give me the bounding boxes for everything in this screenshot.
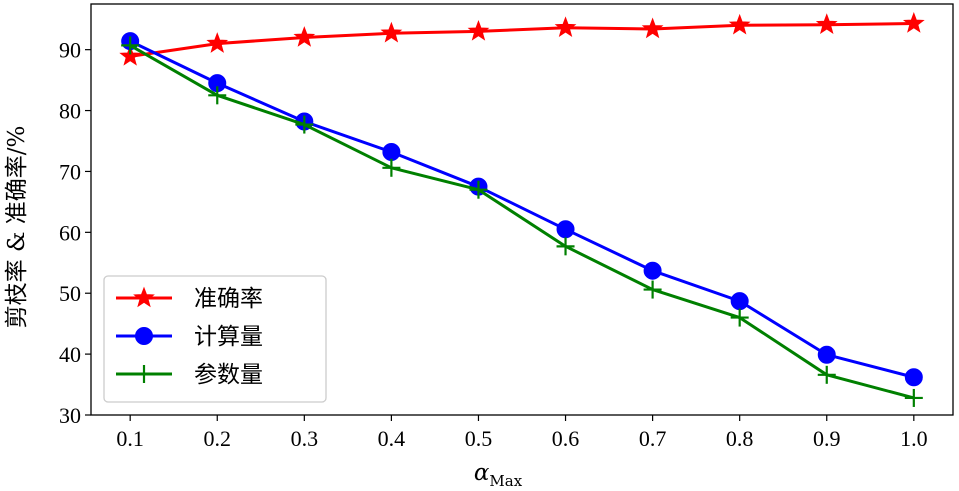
plot-frame [90, 3, 954, 416]
legend-label: 准确率 [194, 286, 263, 312]
x-axis-label: αMax [474, 460, 523, 490]
data-point [206, 32, 229, 53]
data-point [817, 365, 836, 384]
legend-item: 计算量 [116, 324, 263, 350]
series-line [129, 21, 914, 58]
data-point [382, 142, 401, 161]
x-tick-label: 0.7 [639, 426, 667, 451]
data-point [815, 13, 838, 34]
data-point [469, 180, 488, 199]
x-tick-label: 0.2 [204, 426, 232, 451]
data-point [730, 292, 749, 311]
legend-item: 准确率 [116, 286, 263, 312]
series-line [129, 39, 915, 379]
x-tick-label: 0.8 [726, 426, 754, 451]
legend-box [103, 275, 327, 403]
x-tick-label: 0.4 [378, 426, 406, 451]
data-point [730, 308, 749, 327]
x-tick-label: 0.3 [291, 426, 319, 451]
data-point [119, 44, 142, 66]
y-tick-label: 90 [59, 38, 81, 63]
data-point [467, 19, 490, 41]
y-axis: 30 40 50 60 70 80 90 [59, 38, 91, 428]
data-point [293, 26, 316, 47]
x-axis-label-symbol: α [474, 460, 490, 486]
data-point [295, 115, 314, 134]
x-tick-label: 1.0 [900, 426, 928, 451]
x-tick-label: 0.5 [465, 426, 493, 451]
data-point [556, 220, 575, 239]
y-tick-label: 50 [59, 281, 81, 306]
data-point [728, 13, 751, 35]
data-point [817, 345, 836, 364]
data-point [382, 158, 401, 177]
x-tick-label: 0.1 [116, 426, 144, 451]
y-tick-label: 80 [59, 99, 81, 124]
legend-item: 参数量 [116, 362, 263, 388]
data-point [904, 388, 923, 407]
data-point [643, 261, 662, 280]
data-point [208, 86, 227, 105]
data-point [902, 12, 925, 33]
legend-label: 计算量 [194, 324, 263, 350]
data-point [904, 368, 923, 387]
data-point [380, 21, 403, 43]
y-tick-label: 60 [59, 220, 81, 245]
legend-marker [135, 327, 153, 345]
x-axis: 0.1 0.2 0.3 0.4 0.5 0.6 0.7 0.8 0.9 1.0 [116, 415, 928, 451]
x-tick-label: 0.6 [552, 426, 580, 451]
legend-marker [133, 286, 155, 308]
y-tick-label: 40 [59, 342, 81, 367]
legend-marker [135, 365, 153, 383]
data-point [121, 36, 140, 55]
data-point [554, 16, 577, 37]
x-axis-label-subscript: Max [489, 472, 522, 490]
y-axis-label: 剪枝率 & 准确率/% [4, 126, 30, 329]
series-line [129, 44, 915, 400]
y-tick-label: 70 [59, 159, 81, 184]
data-point [641, 17, 664, 39]
legend-label: 参数量 [194, 362, 263, 388]
series-3 [121, 36, 923, 407]
series-1 [119, 12, 925, 66]
series-layer [119, 12, 925, 407]
data-point [556, 237, 575, 256]
data-point [643, 280, 662, 299]
y-tick-label: 30 [59, 403, 81, 428]
x-tick-label: 0.9 [813, 426, 841, 451]
